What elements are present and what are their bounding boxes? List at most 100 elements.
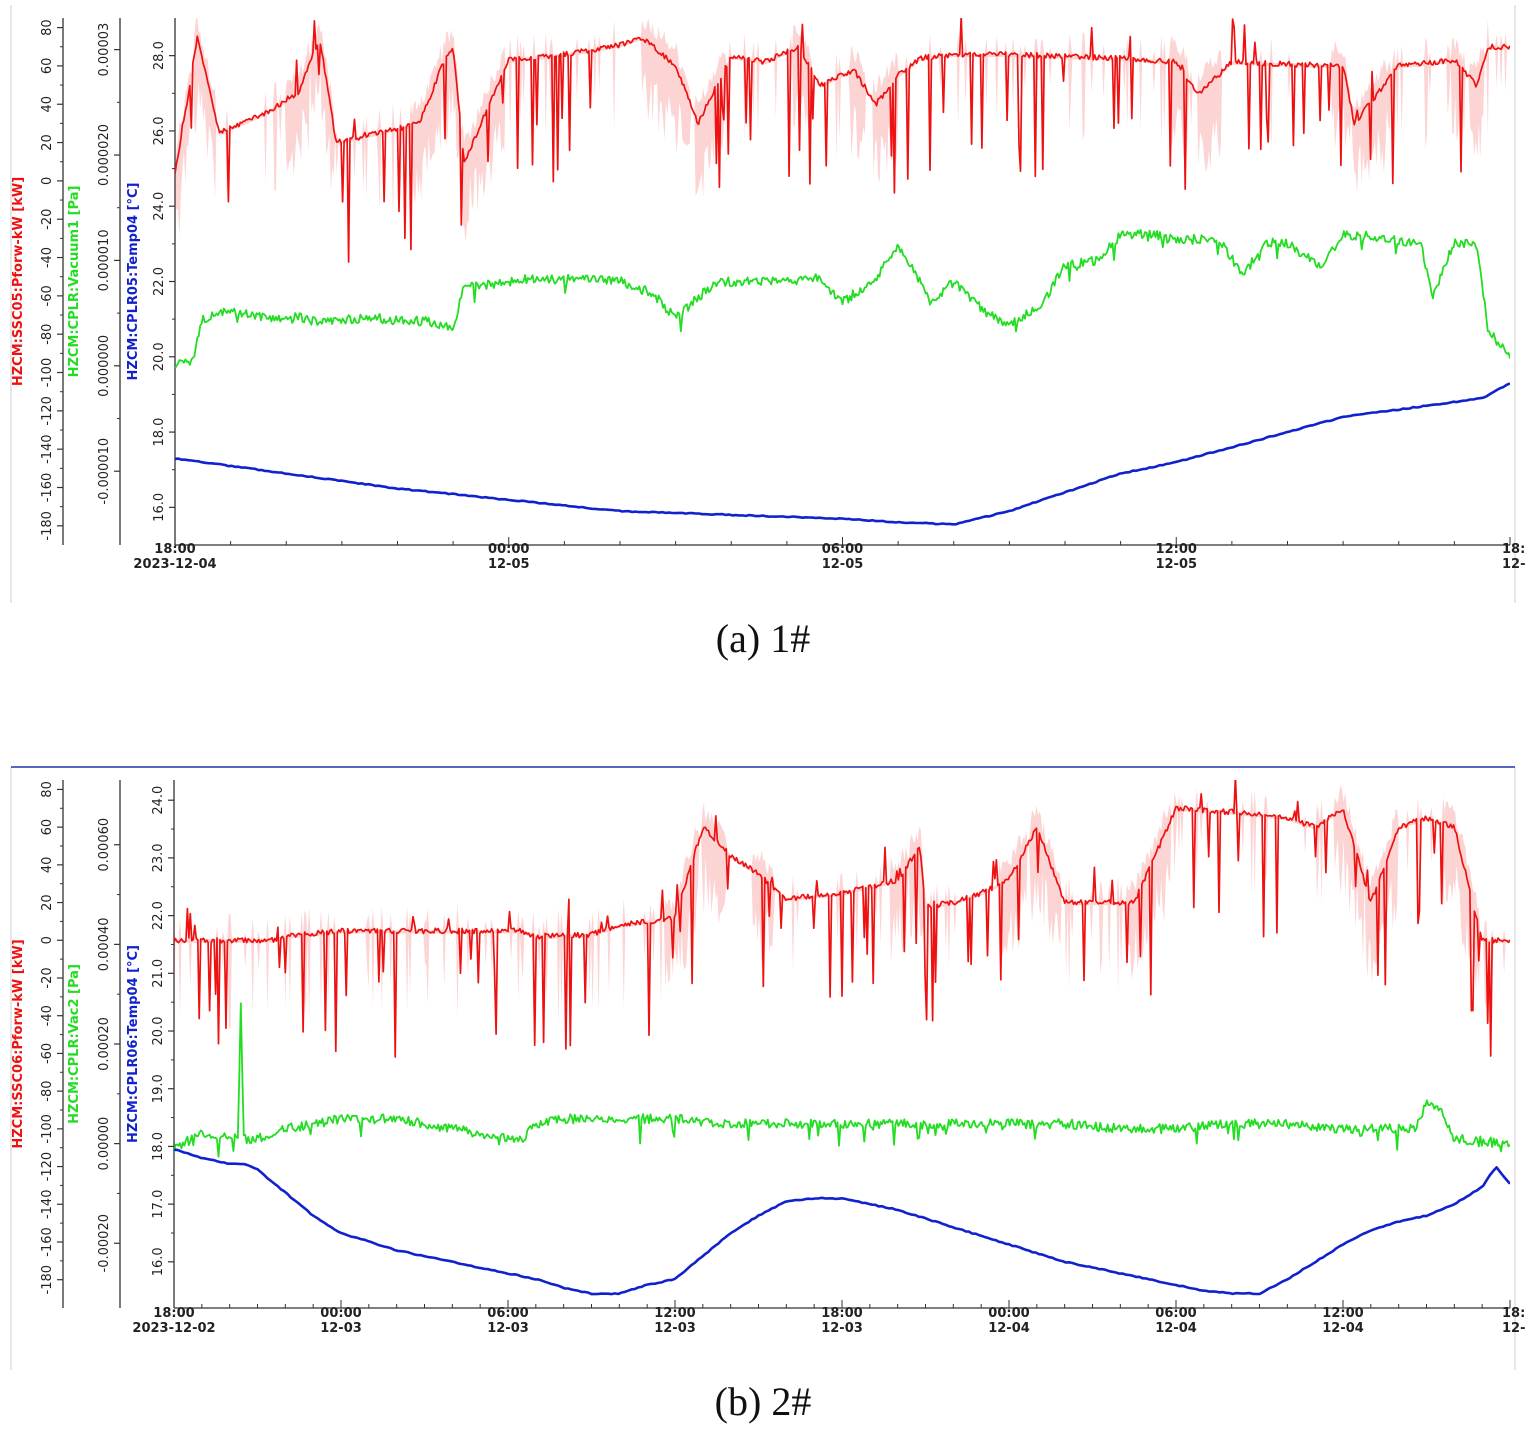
- series-hzcm-cplr-vac2: [174, 1002, 1510, 1158]
- x-tick-label-time: 18:: [1502, 1306, 1525, 1321]
- y-tick-label: -120: [40, 1152, 55, 1182]
- chart-1: 80 60 40 20 0 -20 -40 -60 -80 -100 -120 -140 -160 -18…: [10, 5, 1526, 603]
- caption-chart-1: (a) 1#: [715, 616, 811, 661]
- y-tick-label: 60: [40, 819, 55, 836]
- series-hzcm-ssc06-pforw-kw: [174, 780, 1510, 1058]
- x-tick-label-time: 00:00: [488, 542, 529, 557]
- y-tick-label: -120: [40, 396, 55, 426]
- y-tick-label: 0.00020: [97, 1017, 112, 1071]
- y-tick-label: 21.0: [151, 959, 166, 988]
- x-tick-label-date: 12-04: [1322, 1321, 1364, 1336]
- y-tick-label: 20.0: [152, 342, 167, 371]
- y-tick-label: 19.0: [151, 1074, 166, 1103]
- y-tick-label: 80: [40, 19, 55, 36]
- y-tick-label: -0.000010: [97, 438, 112, 505]
- x-tick-label-time: 06:00: [822, 542, 863, 557]
- y-tick-label: -180: [40, 1265, 55, 1295]
- y-tick-label: -20: [40, 209, 55, 230]
- y-tick-label: 40: [40, 96, 55, 113]
- y-tick-label: 16.0: [151, 1247, 166, 1276]
- caption-chart-2: (b) 2#: [714, 1379, 812, 1424]
- series-line: [174, 1002, 1510, 1158]
- x-axis: 18:002023-12-0400:0012-0506:0012-0512:00…: [133, 537, 1526, 572]
- y-tick-label: 0.00003: [97, 23, 112, 77]
- y-axis-1: 80 60 40 20 0 -20 -40 -60 -80 -100 -120 -140 -160 -18…: [11, 18, 64, 545]
- y-tick-label: -60: [40, 1043, 55, 1064]
- y-tick-label: -100: [40, 358, 55, 388]
- series-hzcm-ssc05-pforw-kw: [175, 18, 1510, 263]
- series-envelope: [175, 18, 1510, 243]
- x-tick-label-time: 18:00: [153, 1306, 194, 1321]
- x-tick-label-time: 00:00: [320, 1306, 361, 1321]
- y-tick-label: -20: [40, 967, 55, 988]
- series-envelope: [174, 784, 1510, 1029]
- x-tick-label-time: 12:00: [654, 1306, 695, 1321]
- y-tick-label: -100: [40, 1114, 55, 1144]
- y-axis-title: HZCM:CPLR:Vacuum1 [Pa]: [67, 186, 82, 378]
- y-tick-label: -0.00020: [97, 1214, 112, 1272]
- y-tick-label: 17.0: [151, 1190, 166, 1219]
- y-tick-label: 22.0: [152, 267, 167, 296]
- x-tick-label-time: 18:00: [821, 1306, 862, 1321]
- y-tick-label: 0.00040: [97, 917, 112, 971]
- series-hzcm-cplr05-temp04: [175, 382, 1510, 526]
- x-tick-label-date: 12-03: [320, 1321, 362, 1336]
- y-tick-label: 20: [40, 894, 55, 911]
- x-tick-label-date: 12-04: [1155, 1321, 1197, 1336]
- series-hzcm-cplr-vacuum1: [175, 228, 1510, 369]
- y-tick-label: 18.0: [152, 418, 167, 447]
- y-tick-label: 40: [40, 857, 55, 874]
- y-tick-label: 0.00000: [97, 1117, 112, 1171]
- y-axis-3: 24.0 23.0 22.0 21.0 20.0 19.0 18.0 17.0 16.0 HZCM…: [126, 780, 175, 1308]
- x-tick-label-date: 12-05: [1155, 557, 1197, 572]
- x-tick-label-date: 12-04: [988, 1321, 1030, 1336]
- y-tick-label: 18.0: [151, 1132, 166, 1161]
- y-tick-label: 23.0: [151, 843, 166, 872]
- y-tick-label: 0: [40, 177, 55, 185]
- y-tick-label: 60: [40, 58, 55, 75]
- y-tick-label: -80: [40, 324, 55, 345]
- y-axis-2: 0.00060 0.00040 0.00020 0.00000 -0.00020 HZCM…: [67, 780, 121, 1308]
- x-tick-label-date: 12-05: [822, 557, 864, 572]
- y-tick-label: -140: [40, 1190, 55, 1220]
- y-tick-label: -40: [40, 1005, 55, 1026]
- y-tick-label: -40: [40, 247, 55, 268]
- x-tick-label-time: 06:00: [1155, 1306, 1196, 1321]
- y-axis-title: HZCM:CPLR:Vac2 [Pa]: [67, 964, 82, 1124]
- y-axis-title: HZCM:CPLR06:Temp04 [°C]: [126, 945, 141, 1143]
- x-tick-label-time: 12:00: [1322, 1306, 1363, 1321]
- y-tick-label: -140: [40, 434, 55, 464]
- y-tick-label: 0.000000: [97, 335, 112, 397]
- series-line: [175, 382, 1510, 526]
- x-tick-label-time: 06:00: [487, 1306, 528, 1321]
- series-hzcm-cplr06-temp04: [174, 1148, 1510, 1296]
- y-tick-label: -160: [40, 1227, 55, 1257]
- x-tick-label-date: 12-05: [488, 557, 530, 572]
- y-tick-label: -60: [40, 285, 55, 306]
- y-tick-label: 28.0: [152, 41, 167, 70]
- y-tick-label: 0.000020: [97, 124, 112, 186]
- chart-2: 80 60 40 20 0 -20 -40 -60 -80 -100 -120 -140 -160 -18…: [10, 766, 1526, 1370]
- series-line: [175, 18, 1510, 263]
- x-tick-label-date: 2023-12-04: [133, 557, 216, 572]
- y-axis-3: 28.0 26.0 24.0 22.0 20.0 18.0 16.0 HZCM:CPLR05:…: [126, 18, 176, 545]
- x-tick-label-date: 2023-12-02: [132, 1321, 215, 1336]
- y-tick-label: -180: [40, 511, 55, 541]
- y-tick-label: 0.000010: [97, 229, 112, 291]
- x-tick-label-date: 12-03: [487, 1321, 529, 1336]
- y-tick-label: -80: [40, 1081, 55, 1102]
- x-tick-label-time: 00:00: [988, 1306, 1029, 1321]
- x-tick-label-time: 18:: [1502, 542, 1525, 557]
- series-line: [174, 780, 1510, 1058]
- y-tick-label: 20: [40, 134, 55, 151]
- y-tick-label: 24.0: [151, 786, 166, 815]
- x-tick-label-date: 12-: [1502, 1321, 1526, 1336]
- y-axis-1: 80 60 40 20 0 -20 -40 -60 -80 -100 -120 -140 -160 -18…: [11, 780, 64, 1308]
- x-tick-label-date: 12-03: [821, 1321, 863, 1336]
- series-line: [175, 228, 1510, 369]
- y-tick-label: 22.0: [151, 901, 166, 930]
- y-tick-label: 16.0: [152, 493, 167, 522]
- x-tick-label-date: 12-03: [654, 1321, 696, 1336]
- y-tick-label: 20.0: [151, 1017, 166, 1046]
